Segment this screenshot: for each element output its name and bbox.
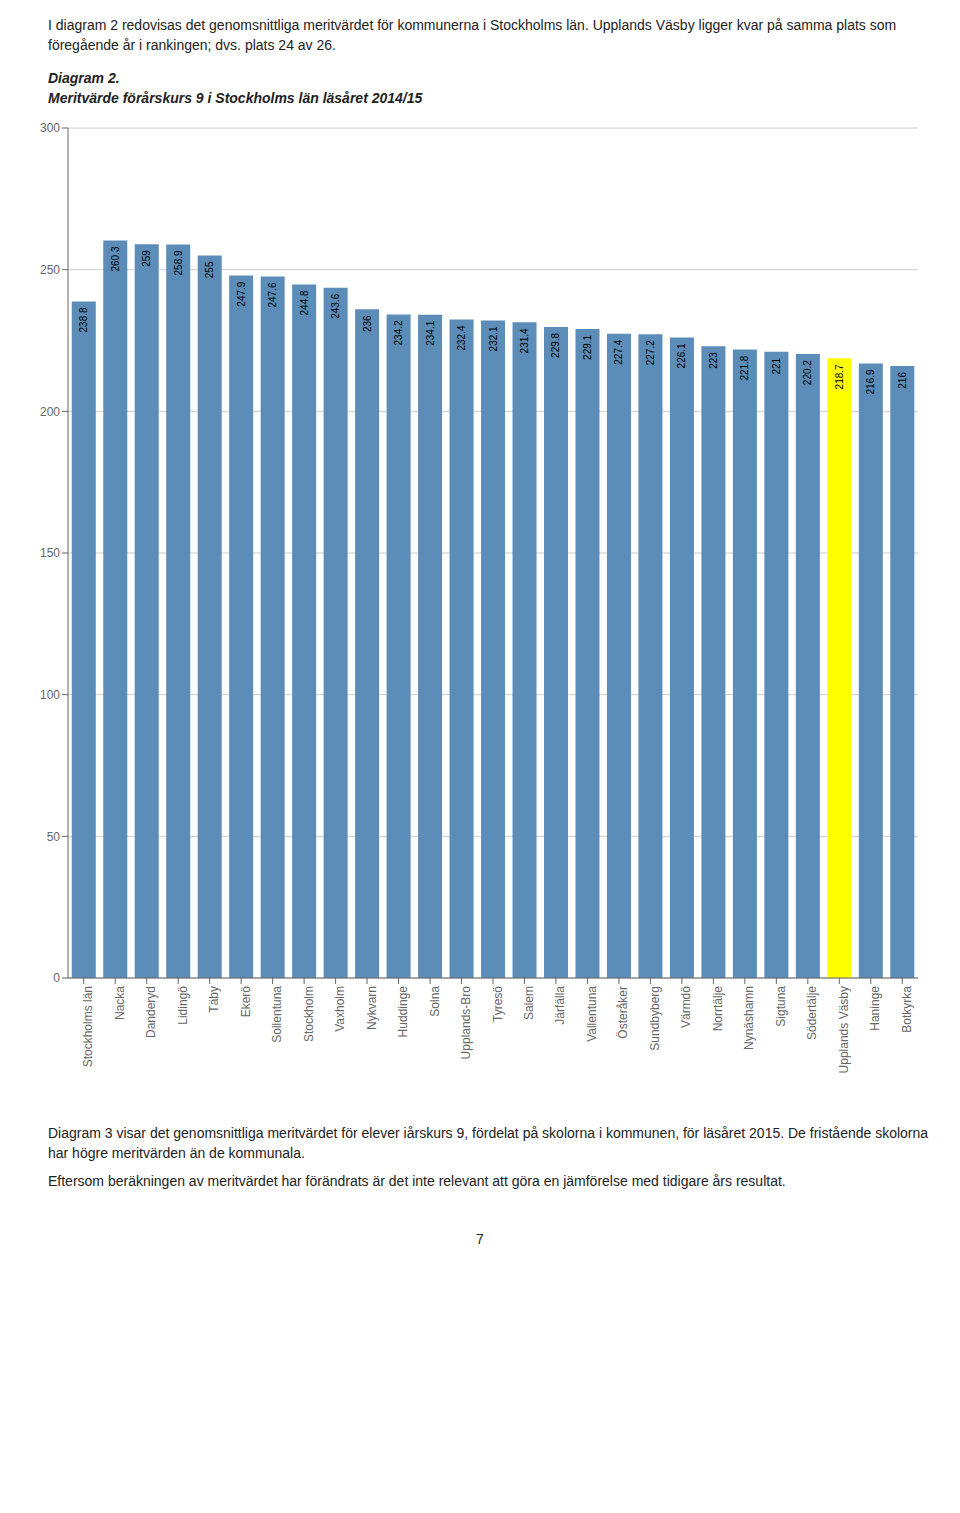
svg-text:Sundbyberg: Sundbyberg [648,986,662,1051]
svg-text:232.4: 232.4 [456,325,467,350]
svg-text:220.2: 220.2 [802,360,813,385]
svg-text:227.4: 227.4 [613,340,624,365]
svg-text:232.1: 232.1 [488,326,499,351]
html-text:Meritvärde förårskurs 9 i Stoc: Meritvärde förårskurs 9 i Stockholms län… [48,89,423,106]
svg-text:Upplands Väsby: Upplands Väsby [837,986,851,1073]
svg-text:Haninge: Haninge [868,986,882,1031]
svg-text:Södertälje: Södertälje [805,986,819,1040]
svg-text:Solna: Solna [428,986,442,1017]
svg-text:260.3: 260.3 [110,246,121,271]
svg-text:Huddinge: Huddinge [396,986,410,1038]
svg-text:231.4: 231.4 [519,328,530,353]
html-text:Diagram 3 visar det genomsnitt: Diagram 3 visar det genomsnittliga merit… [48,1125,929,1161]
svg-text:Värmdö: Värmdö [679,986,693,1028]
svg-text:255: 255 [204,261,215,278]
svg-text:Upplands-Bro: Upplands-Bro [459,986,473,1060]
svg-text:216: 216 [897,372,908,389]
svg-text:Nykvarn: Nykvarn [365,986,379,1030]
svg-text:Vaxholm: Vaxholm [333,986,347,1032]
svg-text:229.1: 229.1 [582,335,593,360]
svg-text:150: 150 [40,547,60,561]
svg-text:200: 200 [40,405,60,419]
svg-text:Sigtuna: Sigtuna [774,986,788,1027]
svg-text:247.6: 247.6 [267,282,278,307]
svg-text:Norrtälje: Norrtälje [711,986,725,1032]
svg-text:Botkyrka: Botkyrka [900,986,914,1033]
svg-text:238.8: 238.8 [78,307,89,332]
svg-text:Tyresö: Tyresö [491,986,505,1022]
svg-text:218.7: 218.7 [834,364,845,389]
svg-text:234.1: 234.1 [425,321,436,346]
svg-text:Danderyd: Danderyd [144,986,158,1038]
svg-text:Nacka: Nacka [113,986,127,1020]
svg-text:236: 236 [362,315,373,332]
svg-text:100: 100 [40,688,60,702]
svg-text:259: 259 [141,250,152,267]
svg-text:Österåker: Österåker [616,986,630,1039]
svg-text:221.8: 221.8 [739,356,750,381]
svg-text:Vallentuna: Vallentuna [585,986,599,1042]
svg-text:50: 50 [47,830,61,844]
html-text:Diagram 2.: Diagram 2. [48,70,120,87]
svg-text:Salem: Salem [522,986,536,1020]
svg-text:300: 300 [40,122,60,136]
svg-text:250: 250 [40,263,60,277]
svg-text:Lidingö: Lidingö [176,986,190,1025]
svg-text:221: 221 [771,358,782,375]
svg-text:Sollentuna: Sollentuna [270,986,284,1043]
svg-text:Stockholm: Stockholm [302,986,316,1042]
svg-text:0: 0 [53,972,60,986]
svg-text:244.8: 244.8 [299,290,310,315]
svg-text:226.1: 226.1 [676,343,687,368]
svg-text:229.8: 229.8 [551,333,562,358]
html-text:Eftersom beräkningen av meritv: Eftersom beräkningen av meritvärdet har … [48,1172,786,1189]
svg-text:Stockholms län: Stockholms län [81,986,95,1067]
svg-text:243.6: 243.6 [330,294,341,319]
html-text:7: 7 [476,1231,484,1248]
svg-text:234.2: 234.2 [393,320,404,345]
svg-text:Ekerö: Ekerö [239,986,253,1018]
svg-text:223: 223 [708,352,719,369]
svg-text:Nynäshamn: Nynäshamn [742,986,756,1050]
html-text:I diagram 2 redovisas det geno: I diagram 2 redovisas det genomsnittliga… [48,17,897,53]
svg-text:216.9: 216.9 [865,369,876,394]
svg-text:227.2: 227.2 [645,340,656,365]
svg-text:Täby: Täby [207,986,221,1013]
svg-text:247.9: 247.9 [236,282,247,307]
svg-text:258.9: 258.9 [173,250,184,275]
svg-text:Järfälla: Järfälla [553,986,567,1025]
